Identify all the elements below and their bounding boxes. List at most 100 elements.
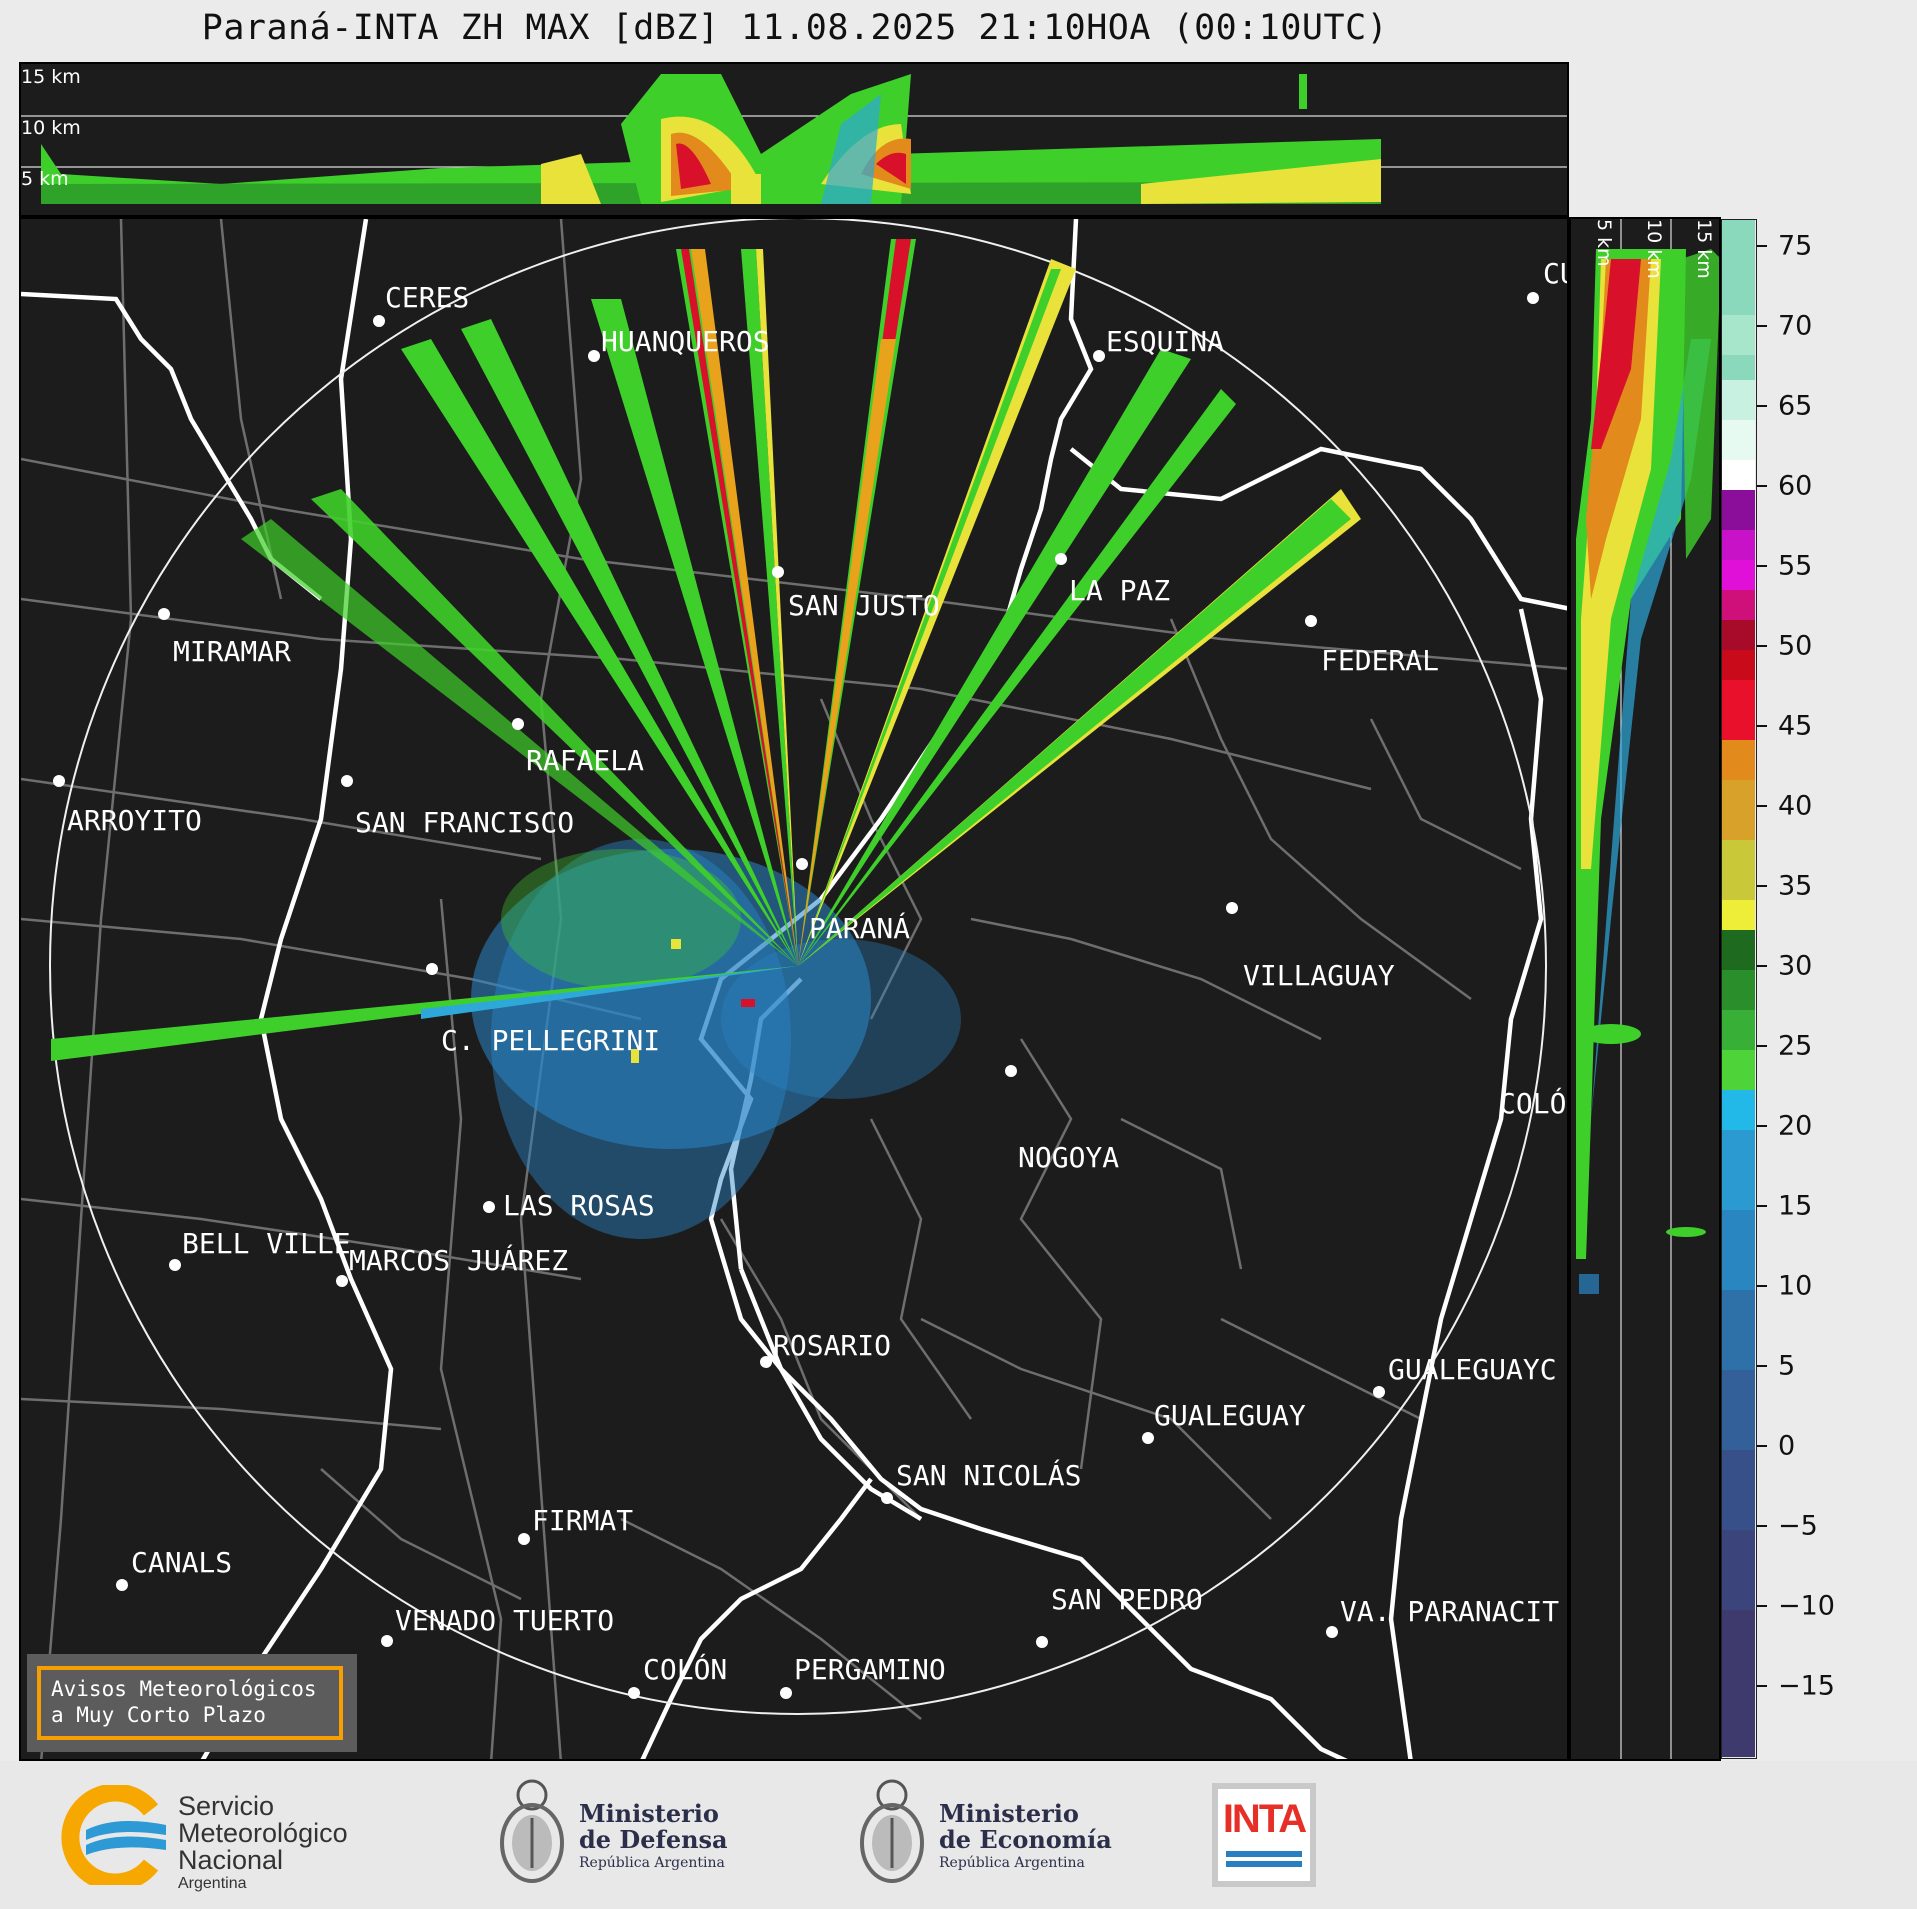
inta-stripe xyxy=(1226,1861,1302,1867)
colorbar-tick-70: 70 xyxy=(1778,310,1813,342)
city-label-huanqueros: HUANQUEROS xyxy=(601,325,770,358)
city-label-arroyito: ARROYITO xyxy=(67,804,202,837)
colorbar-tickmark xyxy=(1757,245,1767,247)
colorbar-tick-45: 45 xyxy=(1778,710,1813,742)
inta-label: INTA xyxy=(1222,1797,1307,1841)
colorbar-tickmark xyxy=(1757,1125,1767,1127)
colorbar-tickmark xyxy=(1757,1445,1767,1447)
colorbar-tick-55: 55 xyxy=(1778,550,1813,582)
colorbar-tick-minus5: −5 xyxy=(1778,1510,1818,1542)
city-label-colo: COLÓ xyxy=(1499,1087,1567,1120)
city-label-canals: CANALS xyxy=(131,1546,233,1579)
colorbar-tick-75: 75 xyxy=(1778,230,1813,262)
colorbar-tick-25: 25 xyxy=(1778,1030,1813,1062)
inta-logo[interactable]: INTA xyxy=(1212,1783,1316,1887)
city-label-bell-ville: BELL VILLE xyxy=(182,1227,351,1260)
side-height-profile-panel: 5 km 10 km 15 km xyxy=(1569,217,1721,1761)
alert-box-border: Avisos Meteorológicos a Muy Corto Plazo xyxy=(37,1666,343,1740)
colorbar-tickmark xyxy=(1757,965,1767,967)
city-label-rafaela: RAFAELA xyxy=(526,744,645,777)
city-label-gualeguay: GUALEGUAY xyxy=(1154,1399,1306,1432)
defensa-logo[interactable]: Ministerio de Defensa República Argentin… xyxy=(495,1773,755,1893)
city-label-colon: COLÓN xyxy=(643,1653,728,1686)
top-height-label-15km: 15 km xyxy=(21,66,81,88)
city-label-villaguay: VILLAGUAY xyxy=(1243,959,1395,992)
city-label-parana: PARANÁ xyxy=(809,912,911,945)
city-label-nogoya: NOGOYA xyxy=(1018,1141,1120,1174)
footer-logos: Servicio Meteorológico Nacional Argentin… xyxy=(0,1761,1917,1909)
city-label-la-paz: LA PAZ xyxy=(1069,574,1171,607)
colorbar-tickmark xyxy=(1757,1285,1767,1287)
city-label-marcos-juarez: MARCOS JUÁREZ xyxy=(349,1244,569,1277)
colorbar-tickmark xyxy=(1757,885,1767,887)
alert-box-line1: Avisos Meteorológicos xyxy=(51,1677,317,1701)
smn-logo[interactable]: Servicio Meteorológico Nacional Argentin… xyxy=(56,1783,396,1892)
colorbar-tick-60: 60 xyxy=(1778,470,1813,502)
colorbar-tickmark xyxy=(1757,725,1767,727)
colorbar-tick-40: 40 xyxy=(1778,790,1813,822)
argentina-coat-of-arms-icon xyxy=(860,1779,924,1883)
economia-line2: de Economía xyxy=(939,1825,1112,1854)
radar-range-ring xyxy=(49,219,1547,1715)
colorbar-tick-50: 50 xyxy=(1778,630,1813,662)
smn-logo-icon xyxy=(61,1783,166,1892)
colorbar-tickmark xyxy=(1757,565,1767,567)
city-label-venado-tuerto: VENADO TUERTO xyxy=(395,1604,615,1637)
top-height-label-10km: 10 km xyxy=(21,117,81,139)
economia-logo[interactable]: Ministerio de Economía República Argenti… xyxy=(855,1773,1115,1893)
alert-box-line2: a Muy Corto Plazo xyxy=(51,1703,266,1727)
colorbar-tick-10: 10 xyxy=(1778,1270,1813,1302)
smn-line1: Servicio xyxy=(178,1791,275,1821)
side-height-label-5km: 5 km xyxy=(1593,219,1615,267)
city-label-san-justo: SAN JUSTO xyxy=(788,589,940,622)
alert-box[interactable]: Avisos Meteorológicos a Muy Corto Plazo xyxy=(27,1654,357,1752)
colorbar-tickmark xyxy=(1757,805,1767,807)
colorbar-tickmark xyxy=(1757,1205,1767,1207)
city-label-rosario: ROSARIO xyxy=(773,1329,892,1362)
defensa-line2: de Defensa xyxy=(579,1825,728,1854)
city-label-federal: FEDERAL xyxy=(1321,644,1440,677)
defensa-line1: Ministerio xyxy=(579,1799,719,1828)
dbz-colorbar xyxy=(1721,219,1757,1759)
argentina-coat-of-arms-icon xyxy=(500,1779,564,1883)
colorbar-tick-30: 30 xyxy=(1778,950,1813,982)
colorbar-tick-15: 15 xyxy=(1778,1190,1813,1222)
radar-echoes xyxy=(51,239,1361,1239)
city-label-las-rosas: LAS ROSAS xyxy=(503,1189,655,1222)
city-label-ceres: CERES xyxy=(385,281,470,314)
colorbar-tickmark xyxy=(1757,405,1767,407)
inta-stripe xyxy=(1226,1851,1302,1857)
colorbar-tick-65: 65 xyxy=(1778,390,1813,422)
side-profile-svg xyxy=(1576,219,1719,1759)
colorbar-tick-5: 5 xyxy=(1778,1350,1796,1382)
side-height-label-10km: 10 km xyxy=(1643,219,1665,279)
colorbar-tick-minus10: −10 xyxy=(1778,1590,1835,1622)
city-label-va-paranacit: VA. PARANACIT xyxy=(1340,1595,1560,1628)
top-height-profile-panel: 15 km 10 km 5 km xyxy=(19,62,1569,217)
colorbar-tickmark xyxy=(1757,1605,1767,1607)
radar-map-panel: CERES HUANQUEROS ESQUINA CU SAN JUSTO LA… xyxy=(19,217,1569,1761)
city-label-gualeguayc: GUALEGUAYC xyxy=(1388,1353,1557,1386)
radar-map-svg xyxy=(21,219,1567,1759)
economia-line3: República Argentina xyxy=(939,1855,1085,1871)
city-label-cu: CU xyxy=(1543,257,1567,290)
colorbar-tick-35: 35 xyxy=(1778,870,1813,902)
city-label-firmat: FIRMAT xyxy=(532,1504,634,1537)
city-label-san-nicolas: SAN NICOLÁS xyxy=(896,1459,1082,1492)
colorbar-gradient xyxy=(1722,220,1755,1757)
city-label-c-pellegrini: C. PELLEGRINI xyxy=(441,1024,661,1057)
colorbar-tick-20: 20 xyxy=(1778,1110,1813,1142)
economia-line1: Ministerio xyxy=(939,1799,1079,1828)
defensa-line3: República Argentina xyxy=(579,1855,725,1871)
colorbar-tickmark xyxy=(1757,325,1767,327)
chart-title: Paraná-INTA ZH MAX [dBZ] 11.08.2025 21:1… xyxy=(201,8,1389,48)
smn-line2: Meteorológico xyxy=(178,1818,348,1848)
colorbar-tickmark xyxy=(1757,1685,1767,1687)
side-height-label-15km: 15 km xyxy=(1693,219,1715,279)
city-label-san-francisco: SAN FRANCISCO xyxy=(355,806,575,839)
smn-line4: Argentina xyxy=(178,1875,247,1892)
top-profile-svg xyxy=(21,74,1567,204)
top-height-label-5km: 5 km xyxy=(21,168,69,190)
smn-line3: Nacional xyxy=(178,1845,284,1875)
city-label-san-pedro: SAN PEDRO xyxy=(1051,1583,1203,1616)
